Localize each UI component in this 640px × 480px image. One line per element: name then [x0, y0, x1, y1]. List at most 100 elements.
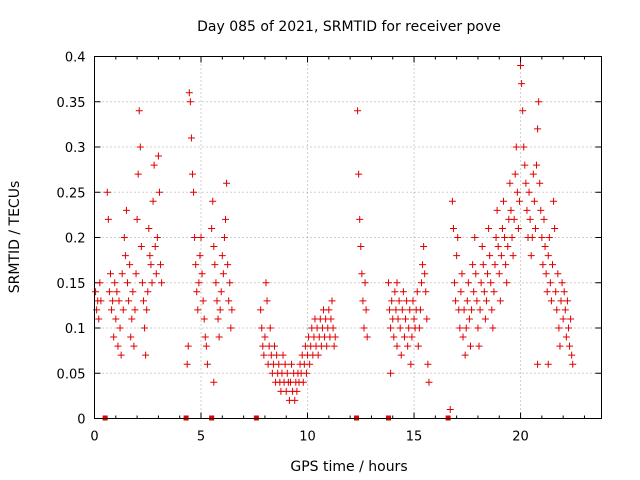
- data-point: [502, 261, 510, 269]
- data-point: [544, 252, 552, 260]
- data-point: [129, 288, 137, 296]
- data-point: [527, 252, 535, 260]
- data-point: [227, 324, 235, 332]
- data-point: [399, 288, 407, 296]
- data-point: [194, 306, 202, 314]
- data-point: [271, 342, 279, 350]
- data-point: [327, 315, 335, 323]
- data-point: [507, 206, 515, 214]
- data-point: [154, 152, 162, 160]
- data-point: [95, 315, 103, 323]
- data-point: [258, 324, 266, 332]
- data-point: [490, 288, 498, 296]
- data-point: [218, 252, 226, 260]
- data-point: [146, 252, 154, 260]
- y-tick-label: 0.4: [65, 51, 86, 66]
- y-tick-label: 0.15: [57, 277, 86, 292]
- data-point: [406, 306, 414, 314]
- data-point: [117, 351, 125, 359]
- data-point: [513, 188, 521, 196]
- data-point: [275, 360, 283, 368]
- data-point: [419, 261, 427, 269]
- data-point: [356, 215, 364, 223]
- data-point: [511, 170, 519, 178]
- data-point: [225, 297, 233, 305]
- data-point: [143, 306, 151, 314]
- data-point: [302, 369, 310, 377]
- data-point: [197, 234, 205, 241]
- data-point: [219, 270, 227, 278]
- data-point: [514, 224, 522, 232]
- data-point: [525, 188, 533, 196]
- data-point: [522, 179, 530, 187]
- data-point: [504, 243, 512, 251]
- data-point: [470, 288, 478, 296]
- data-point: [293, 387, 301, 395]
- x-axis-label: GPS time / hours: [290, 459, 407, 475]
- data-point: [473, 297, 481, 305]
- data-point: [405, 324, 413, 332]
- data-point: [520, 143, 528, 151]
- data-point: [480, 288, 488, 296]
- data-point: [566, 342, 574, 350]
- data-point: [491, 261, 499, 269]
- data-point: [464, 279, 472, 287]
- data-point: [415, 324, 423, 332]
- data-point: [423, 315, 431, 323]
- data-point: [569, 360, 577, 368]
- data-point: [208, 224, 216, 232]
- data-point: [449, 224, 457, 232]
- data-point: [409, 297, 417, 305]
- data-point: [263, 297, 271, 305]
- data-point: [402, 315, 410, 323]
- data-point: [215, 333, 223, 341]
- data-point: [497, 252, 505, 260]
- x-tick-label: 10: [299, 430, 316, 445]
- data-point: [110, 333, 118, 341]
- data-point: [193, 288, 201, 296]
- data-point: [503, 279, 511, 287]
- data-point: [226, 279, 234, 287]
- data-point: [553, 306, 561, 314]
- data-point: [479, 261, 487, 269]
- data-point: [519, 107, 527, 115]
- data-point: [151, 243, 159, 251]
- data-point: [534, 360, 542, 368]
- data-point: [354, 107, 362, 115]
- data-point: [477, 279, 485, 287]
- data-point: [417, 279, 425, 287]
- data-point: [414, 342, 422, 350]
- data-point: [358, 270, 366, 278]
- data-point: [567, 315, 575, 323]
- data-point: [539, 261, 547, 269]
- data-point: [266, 324, 274, 332]
- data-point: [111, 279, 119, 287]
- data-point: [214, 315, 222, 323]
- data-point: [556, 342, 564, 350]
- y-tick-label: 0.2: [65, 232, 86, 247]
- data-point: [460, 306, 468, 314]
- data-point: [147, 261, 155, 269]
- data-point: [458, 270, 466, 278]
- y-tick-label: 0.05: [57, 367, 86, 382]
- data-point: [131, 306, 139, 314]
- data-point: [113, 288, 121, 296]
- data-point: [257, 306, 265, 314]
- data-point: [141, 324, 149, 332]
- data-point: [517, 62, 525, 70]
- data-point: [488, 306, 496, 314]
- data-point: [557, 297, 565, 305]
- chart-title: Day 085 of 2021, SRMTID for receiver pov…: [197, 19, 501, 35]
- data-point: [116, 324, 124, 332]
- data-point: [209, 197, 217, 205]
- y-tick-label: 0.1: [65, 322, 86, 337]
- data-point: [512, 143, 520, 151]
- data-point: [132, 270, 140, 278]
- data-point: [508, 234, 516, 241]
- data-point: [533, 161, 541, 169]
- data-point: [474, 324, 482, 332]
- data-point: [496, 297, 504, 305]
- data-point: [138, 279, 146, 287]
- data-point: [114, 342, 122, 350]
- data-point: [149, 197, 157, 205]
